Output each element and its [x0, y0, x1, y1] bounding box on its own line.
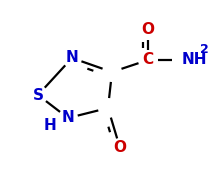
- FancyBboxPatch shape: [32, 88, 44, 102]
- FancyBboxPatch shape: [44, 119, 56, 133]
- FancyBboxPatch shape: [142, 53, 154, 67]
- Text: H: H: [44, 119, 56, 134]
- FancyBboxPatch shape: [114, 141, 126, 155]
- Text: N: N: [62, 111, 74, 126]
- FancyBboxPatch shape: [194, 49, 206, 63]
- Text: N: N: [66, 51, 78, 66]
- Text: NH: NH: [182, 53, 207, 68]
- Text: O: O: [113, 141, 127, 156]
- FancyBboxPatch shape: [62, 111, 74, 125]
- Text: S: S: [32, 87, 44, 102]
- FancyBboxPatch shape: [66, 51, 78, 65]
- Text: C: C: [142, 53, 154, 68]
- FancyBboxPatch shape: [172, 53, 192, 67]
- FancyBboxPatch shape: [142, 23, 154, 37]
- Text: 2: 2: [200, 43, 209, 56]
- Text: O: O: [141, 23, 154, 38]
